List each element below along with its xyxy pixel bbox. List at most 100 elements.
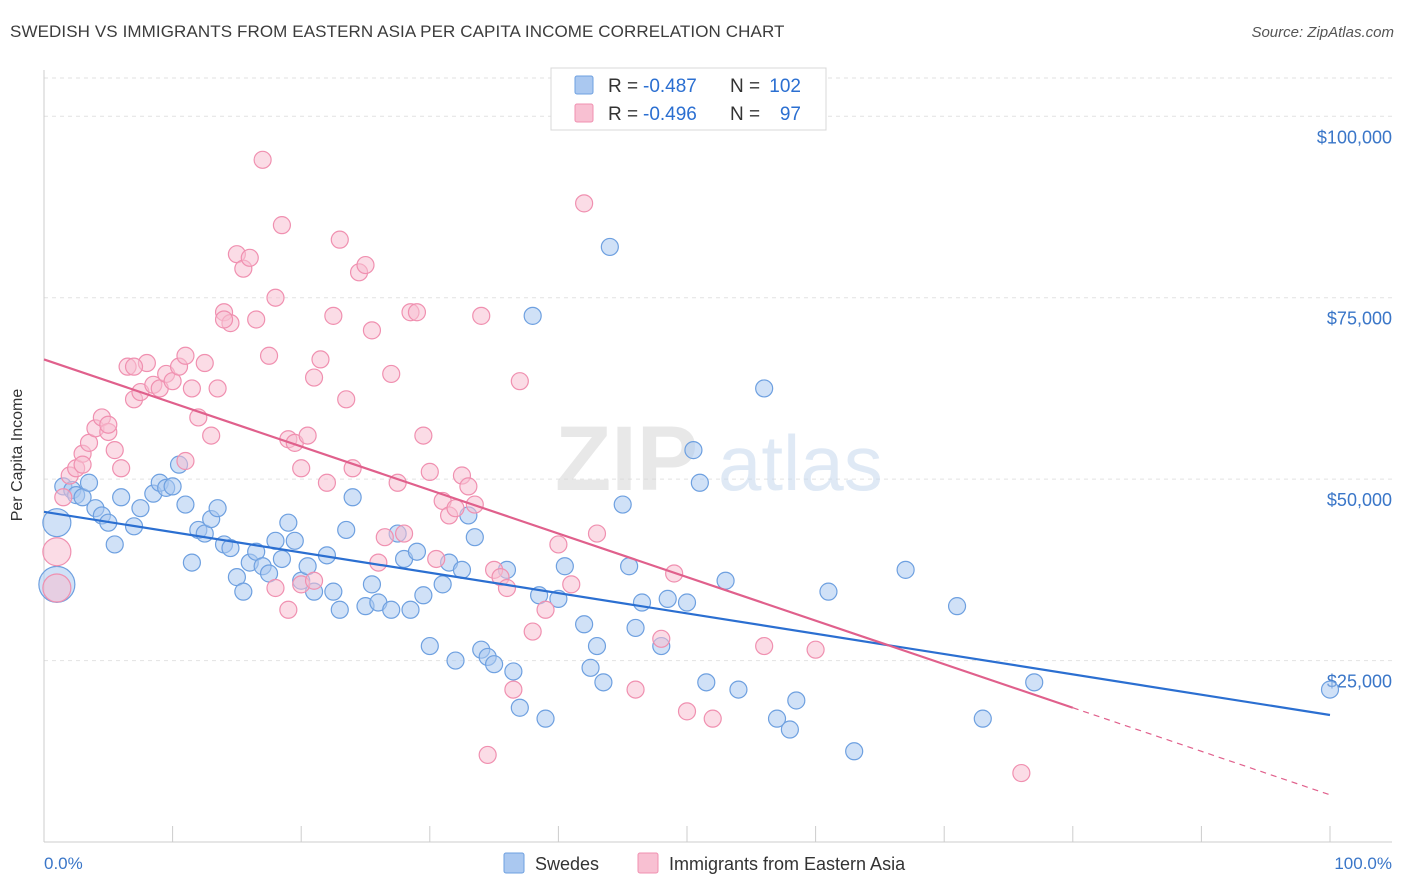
y-tick-label: $75,000 [1327, 309, 1392, 329]
swedes-point [555, 557, 574, 576]
swedes-point [112, 488, 131, 507]
immigrants-point [304, 368, 324, 387]
immigrants-point [240, 248, 259, 267]
swedes-point [504, 662, 523, 681]
swedes-point [324, 582, 343, 601]
immigrants-point [337, 390, 356, 409]
watermark-atlas: atlas [718, 419, 883, 507]
swedes-point [1025, 673, 1044, 692]
immigrants-point [523, 622, 542, 641]
swedes-point [523, 306, 542, 325]
immigrants-point [536, 600, 555, 619]
immigrants-point [394, 524, 414, 543]
legend-label-immigrants: Immigrants from Eastern Asia [669, 854, 906, 874]
immigrants-point [375, 528, 394, 547]
watermark-zip: ZIP [555, 408, 698, 510]
axes [43, 70, 1392, 843]
legend-swatch-swedes [503, 852, 525, 874]
legend-label-swedes: Swedes [535, 854, 599, 874]
immigrants-point [247, 310, 266, 329]
trend-lines [43, 358, 1331, 796]
swedes-point [1320, 680, 1340, 699]
stats-swatch-swedes [574, 75, 594, 95]
swedes-point [973, 709, 992, 728]
y-tick-label: $100,000 [1317, 127, 1392, 147]
immigrants-point [292, 459, 311, 478]
swedes-point [587, 636, 607, 656]
immigrants-point [703, 709, 722, 728]
swedes-point [279, 513, 298, 532]
swedes-point [632, 593, 652, 612]
swedes-point [221, 538, 240, 558]
swedes-point [658, 589, 677, 608]
immigrants-point [214, 310, 234, 329]
immigrants-point [182, 379, 201, 398]
immigrants-point [311, 350, 330, 369]
swedes-point [716, 571, 735, 590]
legend-swatch-immigrants [637, 852, 659, 874]
immigrants-point [626, 680, 645, 699]
immigrants-point [266, 578, 285, 598]
swedes-point [208, 499, 227, 518]
immigrants-point [382, 364, 401, 384]
stats-n-label-swedes: N = [730, 76, 760, 97]
immigrants-point [208, 379, 227, 398]
swedes-point [677, 593, 697, 612]
swedes-point [896, 560, 915, 579]
immigrants-point [652, 629, 671, 648]
immigrants-point [806, 640, 825, 659]
swedes-point [536, 709, 555, 728]
immigrants-point [99, 415, 118, 434]
swedes-point [176, 495, 195, 514]
stats-r-value-immigrants: -0.496 [643, 104, 697, 125]
swedes-point [600, 237, 619, 257]
immigrants-point [427, 549, 446, 569]
swedes-point [613, 495, 632, 514]
swedes-point [485, 655, 504, 674]
immigrants-point [317, 473, 337, 492]
chart-source: Source: ZipAtlas.com [1251, 24, 1394, 41]
stats-n-value-swedes: 102 [769, 76, 801, 97]
swedes-point [510, 698, 529, 717]
swedes-trend-line [43, 510, 1331, 717]
immigrants-point [330, 230, 349, 249]
swedes-point [787, 691, 806, 710]
gridlines [44, 77, 1392, 662]
stats-r-label-immigrants: R = [608, 104, 638, 125]
immigrants-trend-line [43, 358, 1074, 709]
immigrants-point [407, 303, 427, 322]
bottom-legend: Swedes Immigrants from Eastern Asia [503, 852, 906, 874]
swedes-point [690, 473, 709, 492]
y-tick-label: $50,000 [1327, 490, 1392, 510]
immigrants-point [124, 357, 144, 376]
stats-n-value-immigrants: 97 [780, 104, 801, 125]
swedes-point [420, 636, 439, 656]
immigrants-point [497, 578, 517, 598]
swedes-point [819, 582, 838, 601]
immigrants-point [755, 636, 774, 656]
immigrants-point [54, 488, 73, 507]
immigrants-point [176, 451, 195, 471]
immigrants-point [1012, 763, 1031, 783]
immigrants-point [472, 306, 491, 325]
immigrants-point [266, 288, 285, 307]
immigrants-point [272, 216, 292, 235]
swedes-point [755, 379, 774, 398]
stats-r-label-swedes: R = [608, 76, 638, 97]
immigrants-point [73, 455, 92, 474]
immigrants-point [478, 745, 497, 765]
swedes-point [105, 535, 124, 554]
immigrants-point [420, 462, 439, 481]
x-tick-label-right: 100.0% [1334, 854, 1392, 873]
x-tick-label-left: 0.0% [44, 854, 83, 873]
swedes-point [182, 553, 201, 572]
swedes-point [684, 441, 703, 460]
immigrants-point [549, 535, 568, 554]
swedes-point [337, 520, 356, 540]
swedes-point [594, 673, 613, 692]
swedes-point [131, 499, 150, 518]
swedes-point [414, 586, 433, 605]
immigrants-point [362, 321, 382, 340]
swedes-point [407, 542, 427, 561]
swedes-point [234, 582, 253, 601]
